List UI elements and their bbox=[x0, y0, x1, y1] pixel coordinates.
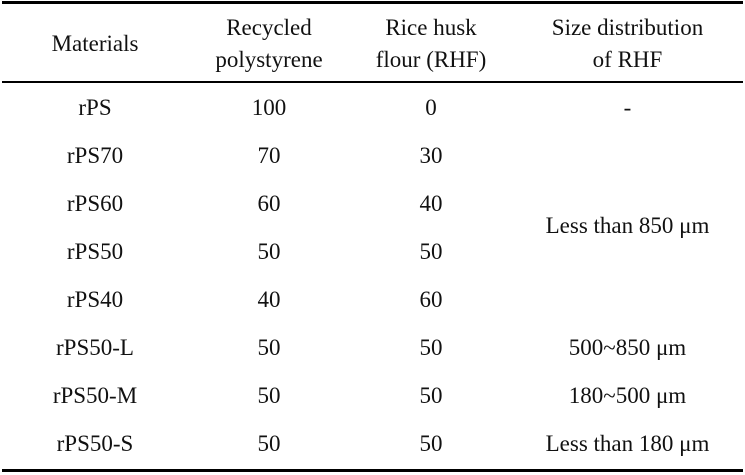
size-cell: Less than 180 μm bbox=[545, 431, 710, 456]
rhf-cell: 30 bbox=[419, 143, 443, 168]
rhf-cell: 50 bbox=[419, 335, 443, 360]
material-cell: rPS50-L bbox=[56, 335, 134, 360]
material-cell: rPS70 bbox=[66, 143, 124, 168]
material-cell: rPS50 bbox=[66, 239, 124, 264]
material-cell: rPS60 bbox=[66, 191, 124, 216]
rhf-cell: 40 bbox=[419, 191, 443, 216]
material-cell: rPS bbox=[78, 95, 112, 120]
table-header-rule bbox=[2, 81, 743, 83]
polystyrene-cell: 100 bbox=[251, 95, 287, 120]
table-bottom-rule bbox=[2, 469, 743, 472]
material-cell: rPS50-M bbox=[52, 383, 138, 408]
table-top-rule bbox=[2, 1, 743, 4]
polystyrene-cell: 60 bbox=[257, 191, 281, 216]
rhf-cell: 50 bbox=[419, 383, 443, 408]
material-cell: rPS40 bbox=[66, 287, 124, 312]
rhf-cell: 50 bbox=[419, 239, 443, 264]
header-size-distribution: Size distribution of RHF bbox=[551, 15, 704, 72]
polystyrene-cell: 50 bbox=[257, 383, 281, 408]
polystyrene-cell: 70 bbox=[257, 143, 281, 168]
size-cell: 180~500 μm bbox=[568, 383, 687, 408]
rhf-cell: 50 bbox=[419, 431, 443, 456]
size-cell: - bbox=[623, 95, 632, 120]
header-materials: Materials bbox=[51, 31, 139, 56]
polystyrene-cell: 40 bbox=[257, 287, 281, 312]
polystyrene-cell: 50 bbox=[257, 239, 281, 264]
rhf-cell: 60 bbox=[419, 287, 443, 312]
header-rice-husk-flour: Rice husk flour (RHF) bbox=[375, 15, 487, 72]
polystyrene-cell: 50 bbox=[257, 431, 281, 456]
polystyrene-cell: 50 bbox=[257, 335, 281, 360]
merged-size-cell: Less than 850 μm bbox=[545, 213, 710, 238]
size-cell: 500~850 μm bbox=[568, 335, 687, 360]
header-recycled-polystyrene: Recycled polystyrene bbox=[215, 15, 323, 72]
rhf-cell: 0 bbox=[425, 95, 437, 120]
material-cell: rPS50-S bbox=[56, 431, 134, 456]
